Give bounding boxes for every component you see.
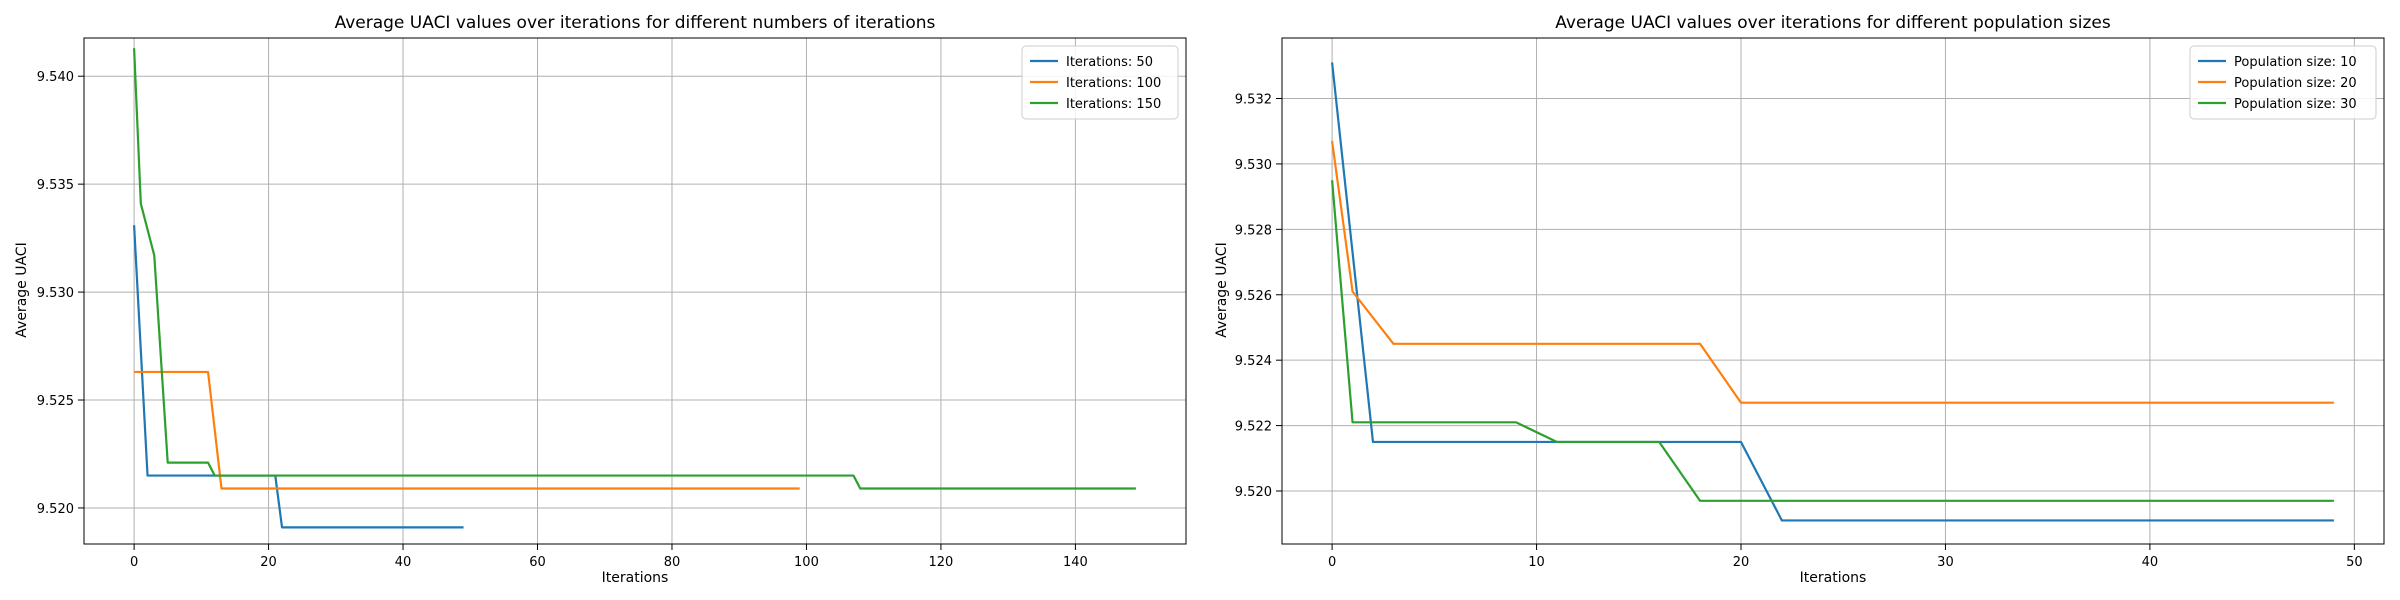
x-tick-label: 20: [1733, 555, 1750, 570]
x-tick-label: 50: [2346, 555, 2363, 570]
series-line: [132, 48, 1136, 490]
legend-label: Iterations: 100: [1066, 76, 1161, 91]
series-line: [1330, 140, 2334, 404]
y-tick-label: 9.528: [1235, 223, 1272, 238]
y-tick-label: 9.530: [37, 286, 74, 301]
y-tick-label: 9.526: [1235, 289, 1272, 304]
y-tick-label: 9.520: [1235, 485, 1272, 500]
chart-right: Average UACI values over iterations for …: [1214, 13, 2385, 586]
plot-frame: [83, 37, 1187, 545]
y-tick-label: 9.540: [37, 70, 74, 85]
legend: Iterations: 50 Iterations: 100 Iterations:…: [1021, 45, 1179, 120]
x-tick-label: 30: [1937, 555, 1954, 570]
x-tick-label: 40: [2142, 555, 2159, 570]
legend: Population size: 10 Population size: 20 Po…: [2189, 45, 2377, 120]
legend-box: [1021, 45, 1179, 120]
legend-label: Population size: 10: [2234, 55, 2357, 70]
chart-title: Average UACI values over iterations for …: [335, 13, 936, 33]
plot-frame: [1281, 37, 2385, 545]
y-tick-label: 9.525: [37, 394, 74, 409]
x-axis-label: Iterations: [1800, 570, 1867, 586]
legend-box: [2189, 45, 2377, 120]
x-tick-label: 20: [260, 555, 277, 570]
x-tick-label: 60: [529, 555, 546, 570]
x-axis-label: Iterations: [602, 570, 669, 586]
x-tick-label: 10: [1528, 555, 1545, 570]
legend-label: Iterations: 150: [1066, 97, 1161, 112]
legend-label: Iterations: 50: [1066, 55, 1153, 70]
y-axis-label: Average UACI: [14, 242, 30, 337]
x-tick-label: 0: [1328, 555, 1336, 570]
x-tick-label: 40: [395, 555, 412, 570]
y-tick-label: 9.524: [1235, 354, 1272, 369]
series-line: [1330, 180, 2334, 502]
legend-label: Population size: 20: [2234, 76, 2357, 91]
x-tick-label: 140: [1063, 555, 1088, 570]
x-tick-label: 80: [664, 555, 681, 570]
series-line: [134, 370, 800, 490]
series-line: [1330, 62, 2334, 522]
y-tick-label: 9.522: [1235, 420, 1272, 435]
y-tick-label: 9.520: [37, 502, 74, 517]
y-tick-label: 9.535: [37, 178, 74, 193]
legend-label: Population size: 30: [2234, 97, 2357, 112]
x-tick-label: 0: [130, 555, 138, 570]
x-tick-label: 120: [929, 555, 954, 570]
y-axis-label: Average UACI: [1214, 242, 1230, 337]
x-tick-label: 100: [794, 555, 819, 570]
chart-title: Average UACI values over iterations for …: [1555, 13, 2111, 33]
y-tick-label: 9.530: [1235, 158, 1272, 173]
chart-left: Average UACI values over iterations for …: [14, 13, 1187, 586]
y-tick-label: 9.532: [1235, 93, 1272, 108]
